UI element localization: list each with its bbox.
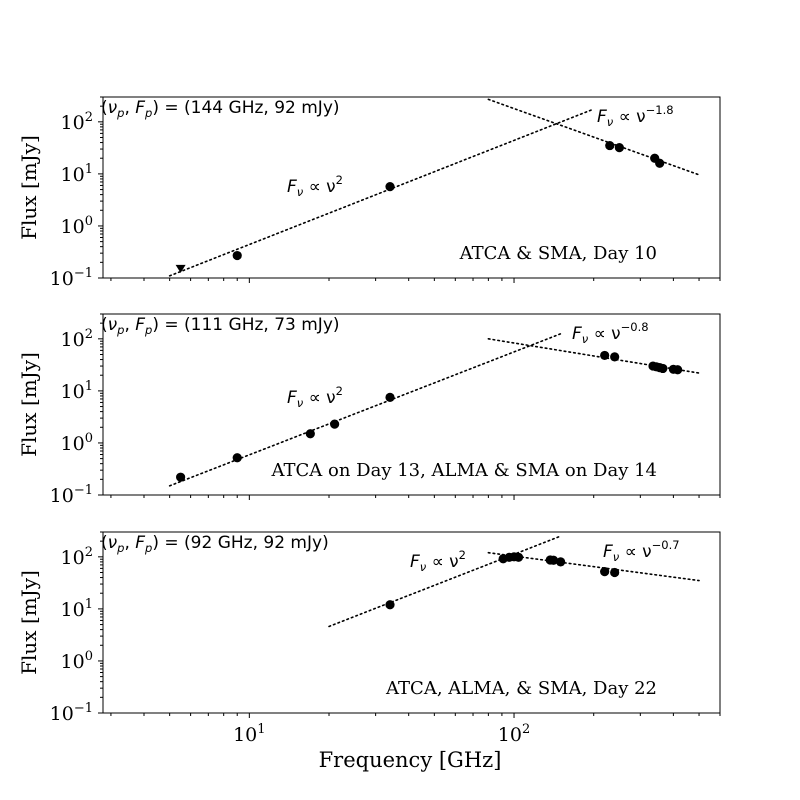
- y-tick-label: 101: [61, 162, 93, 186]
- rising-slope-label: Fν ∝ ν2: [287, 173, 343, 199]
- y-axis-label: Flux [mJy]: [17, 570, 41, 675]
- rising-slope-label: Fν ∝ ν2: [287, 384, 343, 410]
- data-point: [614, 142, 624, 153]
- falling-slope-label: Fν ∝ ν−1.8: [597, 103, 674, 129]
- peak-label: (νp, Fp) = (92 GHz, 92 mJy): [101, 533, 329, 555]
- y-tick-label: 102: [61, 327, 93, 351]
- y-axis-label: Flux [mJy]: [17, 135, 41, 240]
- data-point: [513, 552, 524, 562]
- y-tick-label: 100: [61, 214, 93, 238]
- peak-label: (νp, Fp) = (144 GHz, 92 mJy): [101, 98, 340, 120]
- data-point: [330, 419, 340, 429]
- y-tick-label: 10−1: [50, 483, 93, 507]
- data-point: [610, 567, 620, 578]
- y-tick-label: 101: [61, 597, 93, 621]
- data-point: [658, 363, 668, 374]
- panel-2: 102 101 100 10−1 Flux [mJy] (νp, Fp) = (111 G…: [17, 313, 721, 507]
- x-tick-label: 102: [498, 722, 530, 746]
- y-tick-label: 100: [61, 649, 93, 673]
- data-point: [232, 453, 242, 463]
- rising-fit-line: [168, 108, 595, 277]
- data-point: [605, 140, 615, 151]
- y-tick-label: 102: [61, 110, 93, 134]
- data-point: [655, 158, 665, 168]
- falling-slope-label: Fν ∝ ν−0.7: [603, 538, 680, 564]
- data-point: [176, 472, 186, 482]
- axes-frame: [102, 96, 721, 279]
- data-point: [600, 350, 610, 361]
- falling-slope-label: Fν ∝ ν−0.8: [572, 320, 649, 346]
- y-tick-label: 10−1: [50, 266, 93, 290]
- data-point: [232, 250, 242, 261]
- data-point: [305, 429, 315, 439]
- data-point: [548, 555, 559, 565]
- y-tick-label: 102: [61, 545, 93, 569]
- data-point: [385, 600, 395, 610]
- data-point: [610, 352, 620, 362]
- panel-1: 102 101 100 10−1 Flux [mJy] (νp, Fp) = (144 G…: [17, 96, 721, 290]
- y-tick-label: 10−1: [50, 701, 93, 725]
- x-axis-label: Frequency [GHz]: [319, 748, 502, 772]
- y-tick-label: 100: [61, 431, 93, 455]
- y-axis-label: Flux [mJy]: [17, 352, 41, 457]
- axes-frame: [102, 531, 721, 714]
- dataset-label: ATCA, ALMA, & SMA, Day 22: [385, 678, 657, 699]
- axes-frame: [102, 313, 721, 496]
- dataset-label: ATCA & SMA, Day 10: [459, 243, 657, 264]
- data-point: [600, 567, 610, 577]
- falling-fit-line: [487, 551, 700, 582]
- data-point: [556, 557, 566, 567]
- upper-limit-marker: [175, 264, 186, 273]
- x-tick-label: 101: [233, 722, 265, 746]
- y-tick-label: 101: [61, 379, 93, 403]
- data-point: [385, 181, 395, 192]
- data-point: [673, 365, 683, 375]
- rising-slope-label: Fν ∝ ν2: [410, 548, 466, 574]
- data-point: [385, 392, 395, 402]
- dataset-label: ATCA on Day 13, ALMA & SMA on Day 14: [270, 460, 657, 481]
- peak-label: (νp, Fp) = (111 GHz, 73 mJy): [101, 315, 340, 337]
- panel-3: 102 101 100 10−1 101 102 Flux [mJy] (νp, Fp) = …: [17, 531, 721, 746]
- rising-fit-line: [328, 535, 562, 628]
